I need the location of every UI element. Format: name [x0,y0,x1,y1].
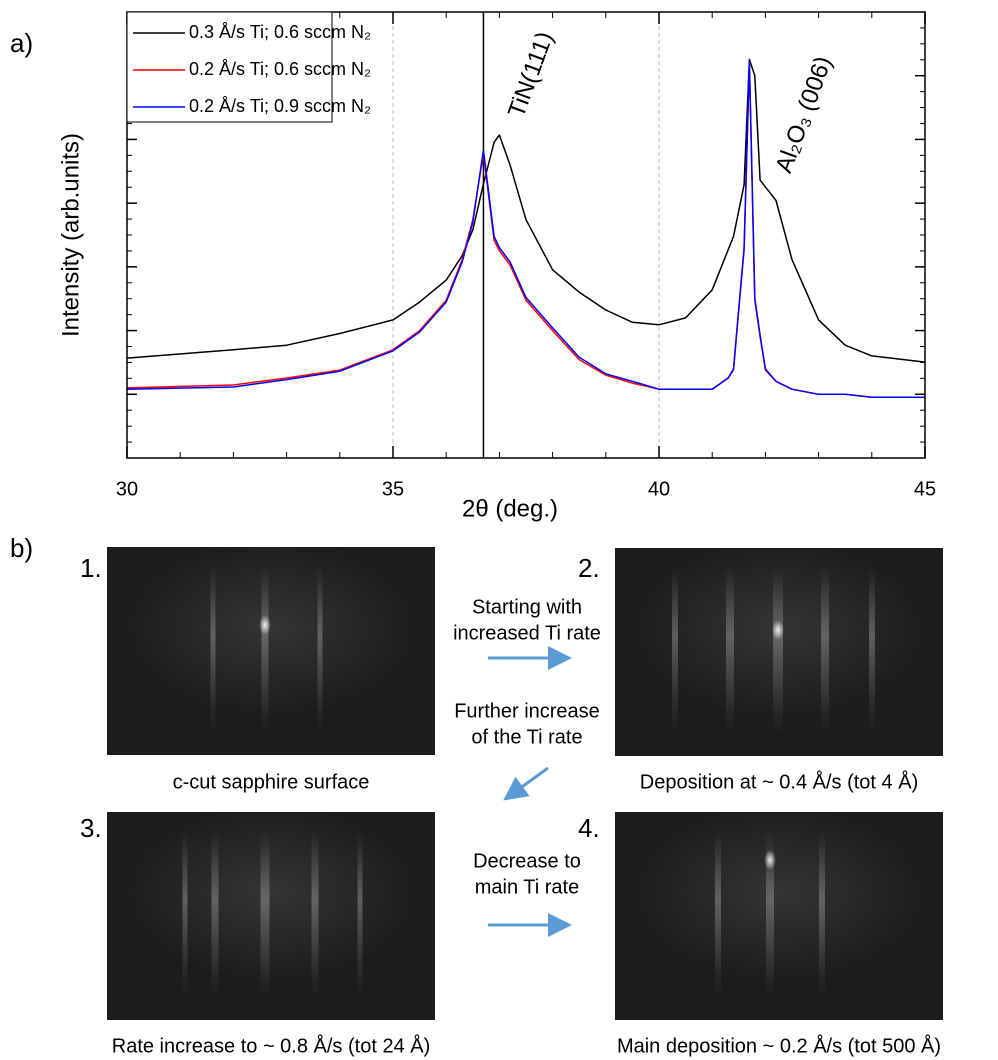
step-label: of the Ti rate [471,726,582,748]
annotation: Al₂O₃ (006) [770,53,837,177]
image-caption: Deposition at ~ 0.4 Å/s (tot 4 Å) [640,770,918,793]
spot [764,850,776,870]
legend-box [126,11,333,123]
rheed-image [615,802,943,1020]
image-number: 3. [80,813,102,843]
plot: 30 35 40 45 0.3 Å/s Ti; 0.6 sccm N₂ 0.2 Å/s T… [116,11,936,500]
x-tick-label: 45 [914,478,936,500]
image-number: 1. [80,553,102,583]
streak [715,832,721,1000]
rheed-image [615,538,943,756]
x-tick-label: 30 [116,478,138,500]
y-axis-label: Intensity (arb.units) [57,133,84,337]
streak [260,832,270,1000]
step-label: Starting with [472,596,582,618]
image-haze [121,537,421,717]
panel-b: 1. c-cut sapphire surface 2. Deposition at … [80,537,943,1057]
streak [773,568,783,736]
spot [259,615,271,635]
data-line [126,60,925,398]
streak [317,567,323,735]
arrow [503,766,549,801]
spot [772,620,784,640]
streak [357,832,363,1000]
image-haze [121,802,421,982]
panel-label: b) [10,533,33,563]
step-label: Decrease to [473,850,581,872]
rheed-image [107,802,435,1020]
image-number: 4. [578,813,600,843]
streak [672,568,678,736]
panel-label: a) [10,28,33,58]
step-label: main Ti rate [475,876,579,898]
plot-frame [126,11,926,459]
rheed-image [107,537,435,755]
legend-label: 0.2 Å/s Ti; 0.6 sccm N₂ [189,59,371,79]
image-caption: Main deposition ~ 0.2 Å/s (tot 500 Å) [617,1034,941,1057]
annotation: TiN(111) [503,28,559,121]
legend-label: 0.3 Å/s Ti; 0.6 sccm N₂ [189,22,371,42]
x-tick-label: 35 [382,478,404,500]
streak [311,832,319,1000]
streak [766,832,774,1000]
step-label: Further increase [454,700,600,722]
image-caption: Rate increase to ~ 0.8 Å/s (tot 24 Å) [112,1034,431,1057]
image-number: 2. [578,553,600,583]
streak [211,832,219,1000]
image-caption: c-cut sapphire surface [173,771,370,793]
streak [261,567,269,735]
streak [210,567,216,735]
x-tick-label: 40 [648,478,670,500]
image-haze [629,802,929,982]
data-line [126,58,926,363]
step-label: increased Ti rate [453,622,601,644]
streak [869,568,875,736]
streak [821,568,829,736]
streak [726,568,734,736]
x-axis-label: 2θ (deg.) [462,495,558,522]
streak [819,832,825,1000]
streak [182,832,188,1000]
legend-label: 0.2 Å/s Ti; 0.9 sccm N₂ [189,96,371,116]
